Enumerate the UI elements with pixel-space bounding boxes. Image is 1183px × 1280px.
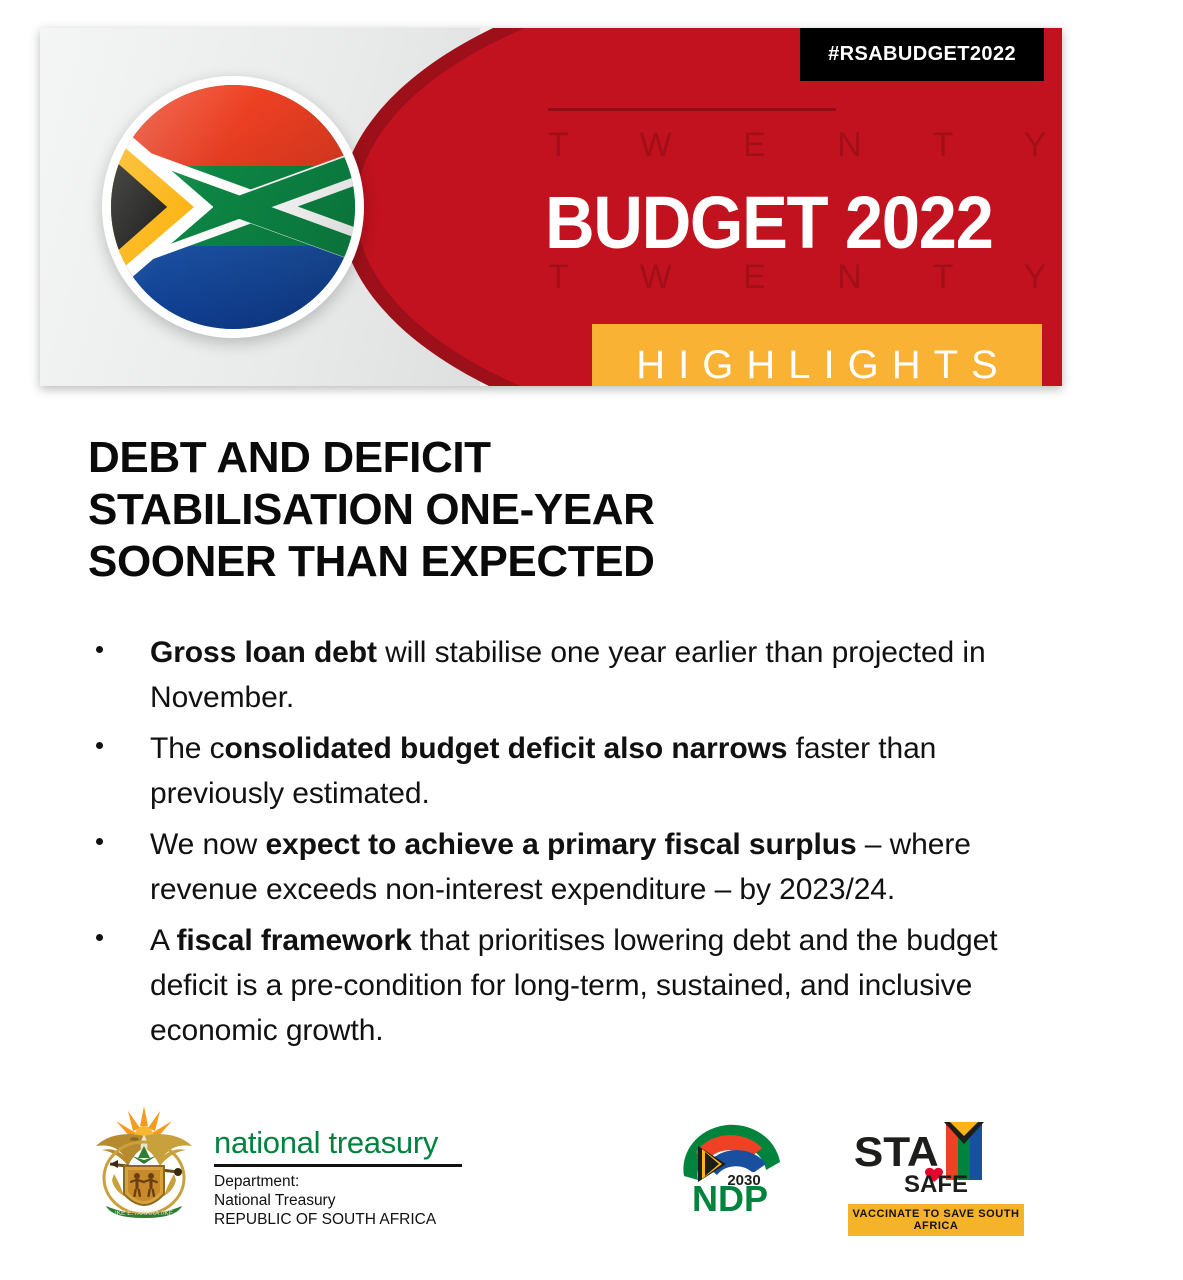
treasury-department-line-1: Department: (214, 1173, 300, 1190)
bullet-item-fiscal-framework: A fiscal framework that prioritises lowe… (84, 918, 1044, 1053)
stay-label: STA (854, 1129, 939, 1176)
banner-hairline (548, 108, 836, 111)
south-african-flag-icon (102, 76, 364, 338)
ndp-label: NDP (692, 1178, 768, 1214)
highlights-label: HIGHLIGHTS (636, 343, 1011, 386)
bullet-dot-icon (96, 838, 103, 845)
treasury-department-line-2: National Treasury (214, 1192, 336, 1209)
ghost-text-twenty-two: T W E N T Y T W O (548, 258, 1062, 296)
national-treasury-wordmark: national treasury Department: National T… (214, 1102, 462, 1229)
coat-of-arms-icon: !KE E: /XARRA //KE (96, 1106, 192, 1218)
ghost-text-twenty: T W E N T Y (548, 126, 1062, 164)
page-title-line-3: SOONER THAN EXPECTED (88, 537, 655, 586)
bullet-dot-icon (96, 742, 103, 749)
bullet-dot-icon (96, 934, 103, 941)
stay-safe-icon: STA SAFE (854, 1122, 984, 1198)
hashtag-tag: #RSABUDGET2022 (800, 28, 1044, 81)
svg-text:!KE E: /XARRA //KE: !KE E: /XARRA //KE (115, 1210, 174, 1217)
page-title-line-1: DEBT AND DEFICIT (88, 433, 491, 482)
treasury-wordmark-text: national treasury (214, 1125, 439, 1160)
ndp-year-label: 2030 (727, 1172, 760, 1189)
header-banner: #RSABUDGET2022 T W E N T Y BUDGET 2022 T… (40, 28, 1062, 386)
bullet-dot-icon (96, 646, 103, 653)
vaccinate-banner: VACCINATE TO SAVE SOUTH AFRICA (848, 1204, 1024, 1236)
bullet-text: The consolidated budget deficit also nar… (150, 732, 937, 810)
bullet-text: We now expect to achieve a primary fisca… (150, 828, 971, 906)
national-treasury-logo: !KE E: /XARRA //KE national treasury Dep… (88, 1102, 462, 1229)
treasury-department-line-3: REPUBLIC OF SOUTH AFRICA (214, 1211, 437, 1228)
treasury-divider (214, 1164, 462, 1167)
bullet-item-primary-fiscal-surplus: We now expect to achieve a primary fisca… (84, 822, 1044, 912)
bullet-item-gross-loan-debt: Gross loan debt will stabilise one year … (84, 630, 1044, 720)
bullet-text: Gross loan debt will stabilise one year … (150, 636, 986, 714)
footer-logos: !KE E: /XARRA //KE national treasury Dep… (0, 1096, 1183, 1256)
safe-label: SAFE (904, 1171, 968, 1196)
highlights-band: HIGHLIGHTS (592, 324, 1042, 386)
ndp-2030-logo: 2030 NDP (672, 1118, 792, 1219)
bullet-text: A fiscal framework that prioritises lowe… (150, 924, 998, 1047)
banner-title: BUDGET 2022 (545, 181, 994, 264)
page-title-line-2: STABILISATION ONE-YEAR (88, 485, 655, 534)
highlights-bullet-list: Gross loan debt will stabilise one year … (84, 630, 1044, 1059)
ndp-icon: 2030 NDP (683, 1124, 780, 1219)
page-title: DEBT AND DEFICIT STABILISATION ONE-YEAR … (88, 432, 988, 588)
stay-safe-logo: STA SAFE VACCINATE TO SAVE SOUTH AFRICA (848, 1118, 1024, 1236)
bullet-item-consolidated-budget-deficit: The consolidated budget deficit also nar… (84, 726, 1044, 816)
